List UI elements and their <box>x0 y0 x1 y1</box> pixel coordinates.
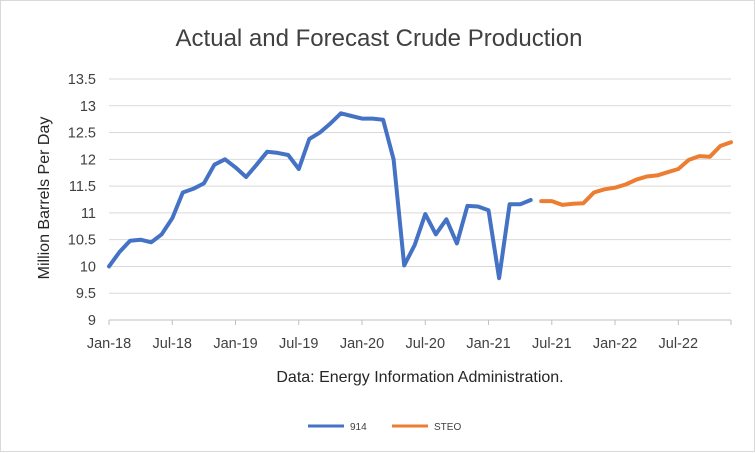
series-line-steo <box>541 142 731 205</box>
chart-title: Actual and Forecast Crude Production <box>176 25 583 52</box>
x-tick-label: Jan-22 <box>593 336 637 352</box>
y-tick-label: 9.5 <box>76 286 96 302</box>
y-tick-label: 13.5 <box>68 72 96 88</box>
gridlines <box>109 79 731 320</box>
x-tick-label: Jul-21 <box>532 336 572 352</box>
legend: 914 STEO <box>308 422 461 433</box>
y-tick-label: 9 <box>88 313 96 329</box>
x-tick-label: Jul-18 <box>153 336 193 352</box>
x-tick-label: Jul-19 <box>279 336 319 352</box>
legend-item-914: 914 <box>308 422 367 433</box>
y-tick-label: 10 <box>80 259 96 275</box>
series-line-914 <box>109 113 531 278</box>
x-axis-label: Data: Energy Information Administration. <box>276 369 563 386</box>
x-tick-label: Jul-20 <box>406 336 446 352</box>
y-tick-label: 11.5 <box>69 179 96 195</box>
y-tick-label: 13 <box>80 99 96 115</box>
series-lines <box>109 113 731 278</box>
legend-label: 914 <box>350 422 367 433</box>
legend-label: STEO <box>434 422 461 433</box>
y-tick-label: 10.5 <box>68 233 96 249</box>
y-tick-label: 11 <box>81 206 96 222</box>
x-tick-label: Jan-19 <box>213 336 257 352</box>
y-tick-label: 12 <box>80 152 96 168</box>
y-tick-label: 12.5 <box>68 126 96 142</box>
x-tick-label: Jan-20 <box>340 336 384 352</box>
legend-item-steo: STEO <box>392 422 461 433</box>
x-tick-label: Jan-21 <box>466 336 510 352</box>
y-axis-label: Million Barrels Per Day <box>36 117 53 280</box>
x-tick-label: Jul-22 <box>659 336 699 352</box>
x-tick-label: Jan-18 <box>87 336 131 352</box>
